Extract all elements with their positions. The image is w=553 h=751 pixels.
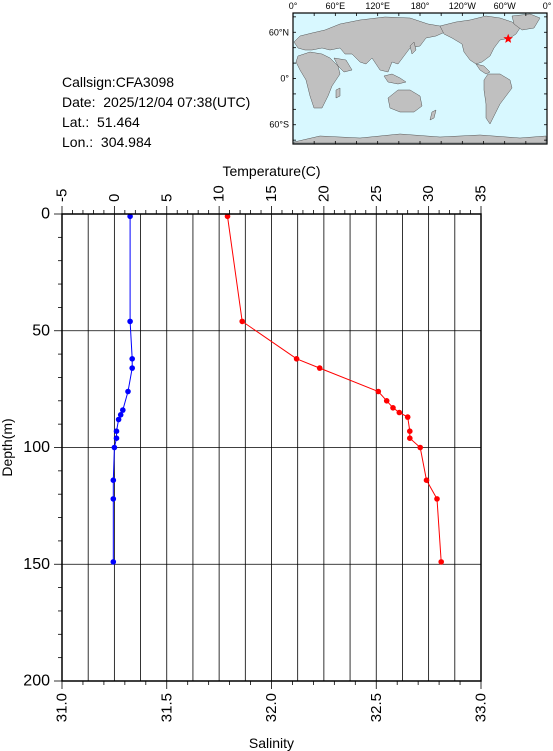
map-longitude-label: 60°E bbox=[326, 1, 346, 11]
salinity-data-point bbox=[434, 496, 440, 502]
salinity-tick-labels: 31.0 31.5 32.0 32.5 33.0 bbox=[54, 693, 490, 722]
temperature-data-point bbox=[117, 412, 124, 418]
temperature-data-point bbox=[129, 356, 135, 362]
temperature-tick-label: 0 bbox=[106, 194, 123, 202]
callsign-text: Callsign:CFA3098 bbox=[62, 74, 175, 90]
cast-metadata: Callsign:CFA3098 Date: 2025/12/04 07:38(… bbox=[62, 72, 250, 152]
latitude-text: Lat.: 51.464 bbox=[62, 114, 140, 130]
salinity-profile-line bbox=[227, 216, 442, 562]
depth-axis-label: Depth(m) bbox=[0, 418, 15, 476]
map-latitude-label: 0° bbox=[280, 74, 289, 84]
temperature-data-point bbox=[125, 388, 131, 395]
plot-frame bbox=[61, 213, 482, 682]
salinity-data-point bbox=[407, 428, 413, 435]
chart-grid bbox=[61, 214, 482, 681]
salinity-axis-label: Salinity bbox=[249, 735, 294, 751]
date-text: Date: 2025/12/04 07:38(UTC) bbox=[62, 94, 251, 110]
depth-tick-label: 0 bbox=[41, 206, 50, 223]
temperature-axis-label: Temperature(C) bbox=[222, 163, 320, 179]
map-frame bbox=[292, 13, 548, 144]
temperature-tick-label: 20 bbox=[315, 185, 332, 202]
temperature-data-point bbox=[115, 416, 122, 423]
location-map: 0° 60°E 120°E 180° 120°W 60°W 0° 60°N 0° 60°S bbox=[269, 1, 552, 145]
map-longitude-label: 60°W bbox=[494, 1, 517, 11]
salinity-data-point bbox=[390, 405, 396, 411]
map-latitude-labels: 60°N 0° 60°S bbox=[269, 27, 290, 129]
temperature-data-point bbox=[113, 428, 120, 435]
temperature-data-point bbox=[127, 318, 133, 325]
salinity-data-point bbox=[404, 414, 411, 420]
depth-tick-label: 50 bbox=[32, 322, 50, 339]
temperature-data-point bbox=[110, 477, 117, 484]
temperature-tick-label: -5 bbox=[54, 189, 71, 202]
salinity-tick-label: 31.0 bbox=[54, 693, 71, 722]
temperature-tick-labels: -5 0 5 10 15 20 25 30 35 bbox=[54, 185, 490, 202]
map-latitude-label: 60°N bbox=[269, 27, 289, 37]
salinity-data-point bbox=[417, 444, 424, 451]
map-longitude-label: 120°E bbox=[365, 1, 390, 11]
depth-tick-label: 200 bbox=[23, 673, 50, 690]
map-landmasses bbox=[293, 13, 547, 144]
salinity-data-point bbox=[316, 365, 323, 371]
salinity-data-point bbox=[396, 409, 403, 416]
temperature-data-point bbox=[127, 213, 133, 220]
chart-series bbox=[110, 213, 445, 565]
salinity-data-point bbox=[239, 318, 245, 325]
temperature-tick-label: 15 bbox=[263, 185, 280, 202]
salinity-data-point bbox=[438, 559, 445, 565]
chart-ticks bbox=[54, 206, 482, 689]
temperature-data-point bbox=[129, 365, 135, 371]
salinity-data-point bbox=[407, 435, 413, 442]
salinity-tick-label: 32.5 bbox=[368, 693, 385, 722]
map-longitude-label: 180° bbox=[411, 1, 430, 11]
salinity-data-point bbox=[423, 477, 430, 484]
map-longitude-label: 0° bbox=[543, 1, 552, 11]
temperature-data-point bbox=[111, 444, 118, 451]
depth-tick-label: 100 bbox=[23, 439, 50, 456]
temperature-data-point bbox=[113, 435, 120, 442]
map-longitude-labels: 0° 60°E 120°E 180° 120°W 60°W 0° bbox=[289, 1, 552, 11]
salinity-tick-label: 31.5 bbox=[158, 693, 175, 722]
temperature-tick-label: 5 bbox=[158, 194, 175, 202]
salinity-data-point bbox=[375, 388, 382, 395]
salinity-data-point bbox=[224, 213, 231, 220]
map-longitude-label: 120°W bbox=[449, 1, 477, 11]
longitude-text: Lon.: 304.984 bbox=[62, 134, 152, 150]
cast-location-marker-icon bbox=[503, 33, 513, 43]
temperature-tick-label: 10 bbox=[211, 185, 228, 202]
map-longitude-label: 0° bbox=[289, 1, 298, 11]
temperature-profile-line bbox=[112, 216, 133, 562]
temperature-tick-label: 35 bbox=[473, 185, 490, 202]
salinity-tick-label: 33.0 bbox=[473, 693, 490, 722]
temperature-data-point bbox=[110, 559, 117, 565]
salinity-tick-label: 32.0 bbox=[263, 693, 280, 722]
salinity-data-point bbox=[383, 398, 390, 404]
depth-tick-label: 150 bbox=[23, 556, 50, 573]
temperature-data-point bbox=[110, 496, 117, 502]
salinity-data-point bbox=[293, 356, 300, 362]
temperature-data-point bbox=[120, 407, 126, 413]
map-latitude-label: 60°S bbox=[269, 120, 289, 130]
depth-tick-labels: 0 50 100 150 200 bbox=[23, 206, 50, 690]
temperature-tick-label: 25 bbox=[368, 185, 385, 202]
temperature-tick-label: 30 bbox=[420, 185, 437, 202]
